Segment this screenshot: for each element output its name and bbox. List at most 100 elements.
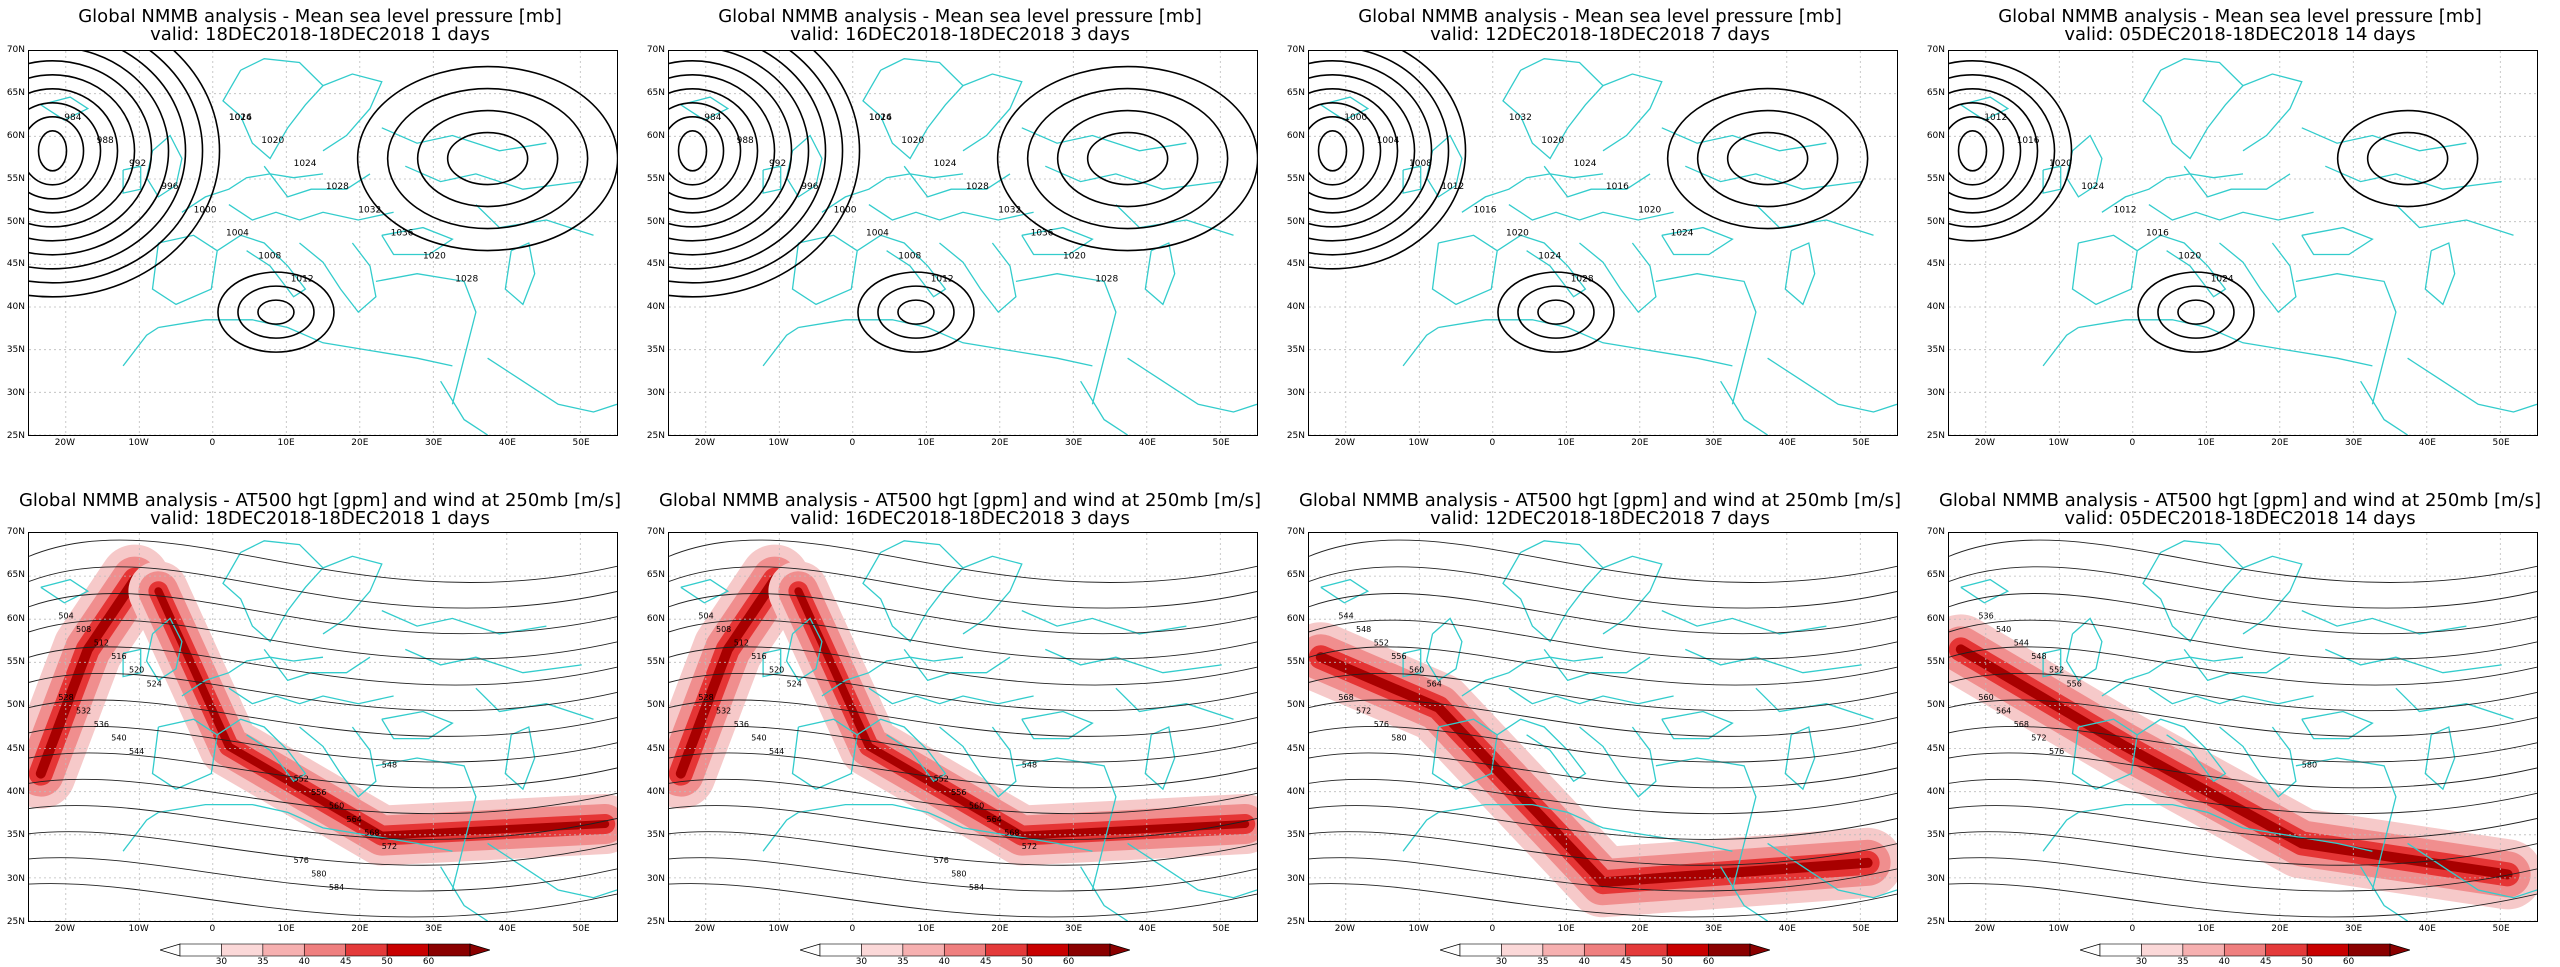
latitude-label: 70N: [1286, 45, 1305, 55]
longitude-label: 10W: [1408, 438, 1429, 448]
isobar-label: 1004: [866, 228, 889, 238]
coastline: [381, 710, 454, 740]
isobar-label: 1000: [1344, 113, 1367, 123]
height-contour-label: 552: [1374, 639, 1389, 648]
latitude-label: 65N: [1286, 570, 1305, 581]
coastline: [1402, 326, 1439, 367]
colorbar-label: 30: [2135, 957, 2148, 967]
coastline: [762, 165, 782, 194]
height-contour-label: 540: [1996, 625, 2011, 634]
latitude-label: 30N: [646, 873, 665, 884]
isobar-label: 1020: [1541, 136, 1564, 146]
colorbar-arrow-left: [1438, 943, 1461, 957]
isobar: [386, 87, 589, 230]
height-contour-label: 544: [129, 747, 144, 756]
height-contour: [1949, 646, 2537, 686]
height-contour-label: 508: [716, 625, 731, 634]
colorbar-label: 50: [2301, 957, 2313, 967]
map-frame: 544 548 552 556 560 564 568 572 576 580: [1308, 532, 1898, 922]
panel-valid-date: valid: 18DEC2018-18DEC2018 1 days: [150, 24, 490, 45]
isobar: [1949, 74, 2056, 228]
height-contour: [1949, 831, 2537, 866]
coastline: [405, 165, 582, 190]
height-contour-label: 512: [734, 639, 749, 648]
isobar: [1666, 87, 1869, 230]
coastline: [2219, 242, 2297, 314]
isobar: [669, 60, 793, 242]
z500-panel-2: Global NMMB analysis - AT500 hgt [gpm] a…: [640, 480, 1280, 967]
isobar-label: 1024: [1574, 159, 1597, 169]
colorbar-label: 35: [897, 957, 909, 967]
isobar-label: 1032: [358, 205, 381, 215]
coastline: [122, 326, 159, 367]
coastline: [1767, 842, 1897, 899]
coastline: [1045, 165, 1222, 190]
latitude-label: 55N: [1286, 657, 1305, 667]
longitude-label: 20W: [1974, 438, 1996, 448]
longitude-label: 30E: [1065, 924, 1083, 934]
coastline: [862, 58, 964, 160]
map-frame: 504 508 512 516 520 524 528 532 536 540 544 548 552 5…: [668, 532, 1258, 922]
longitude-label: 10E: [1557, 924, 1575, 934]
isobar: [29, 88, 119, 214]
coastline: [1661, 710, 1734, 740]
isobar-label: 1024: [1671, 228, 1694, 238]
colorbar-swatch: [1459, 943, 1502, 957]
latitude-label: 50N: [1926, 700, 1945, 711]
isobar: [1696, 109, 1839, 208]
coastline: [1960, 578, 2010, 604]
longitude-label: 10E: [1557, 438, 1575, 448]
longitude-label: 50E: [1852, 924, 1870, 934]
latitude-label: 55N: [6, 173, 25, 184]
coastline: [2078, 319, 2373, 367]
coastline: [762, 648, 782, 678]
colorbar-swatch: [428, 943, 471, 957]
coastline: [1602, 73, 1663, 152]
longitude-label: 20W: [694, 924, 716, 934]
height-contour-label: 568: [2014, 720, 2029, 729]
longitude-label: 10E: [277, 924, 295, 934]
height-contour-label: 552: [2049, 666, 2064, 675]
height-contour: [669, 593, 1257, 635]
coastline: [1661, 226, 1734, 256]
coastline: [2071, 718, 2138, 790]
height-contour-label: 544: [1338, 611, 1353, 620]
jet-stream-shading: [1955, 644, 2513, 880]
longitude-label: 10W: [2048, 438, 2069, 448]
isobar: [1309, 88, 1399, 214]
latitude-label: 25N: [1926, 431, 1945, 441]
latitude-label: 35N: [1926, 830, 1945, 841]
coastline: [2424, 726, 2456, 791]
height-contour: [1309, 619, 1897, 660]
coastline: [1960, 96, 2010, 121]
latitude-label: 30N: [646, 388, 665, 399]
panel-valid-date: valid: 16DEC2018-18DEC2018 3 days: [790, 508, 1130, 529]
colorbar-swatch: [985, 943, 1028, 957]
jet-stream-shading: [154, 587, 610, 840]
latitude-label: 55N: [1926, 657, 1945, 667]
latitude-label: 50N: [6, 700, 25, 711]
coastline: [504, 726, 536, 791]
coastline: [1661, 127, 1827, 152]
isobar-label: 1016: [1606, 182, 1629, 192]
coastline: [1021, 226, 1094, 256]
coastline: [939, 726, 1017, 798]
isobar-label: 1020: [901, 136, 924, 146]
latitude-label: 70N: [6, 527, 25, 537]
height-contour-label: 560: [329, 802, 344, 811]
latitude-label: 35N: [6, 345, 25, 356]
coastline: [1080, 866, 1128, 921]
coastline: [2301, 710, 2374, 740]
coastline: [1127, 357, 1257, 413]
isobar-label: 1020: [423, 251, 446, 261]
coastline: [2042, 811, 2079, 852]
wind-colorbar: 30 35 40 45 50 60: [2078, 942, 2412, 967]
latitude-label: 25N: [6, 917, 25, 927]
isobar: [2157, 285, 2235, 339]
height-contour: [1949, 805, 2537, 840]
longitude-label: 10E: [917, 924, 935, 934]
height-contour: [29, 699, 617, 737]
height-contour-label: 580: [2302, 761, 2317, 770]
coastline: [375, 757, 477, 891]
isobar: [29, 102, 102, 200]
